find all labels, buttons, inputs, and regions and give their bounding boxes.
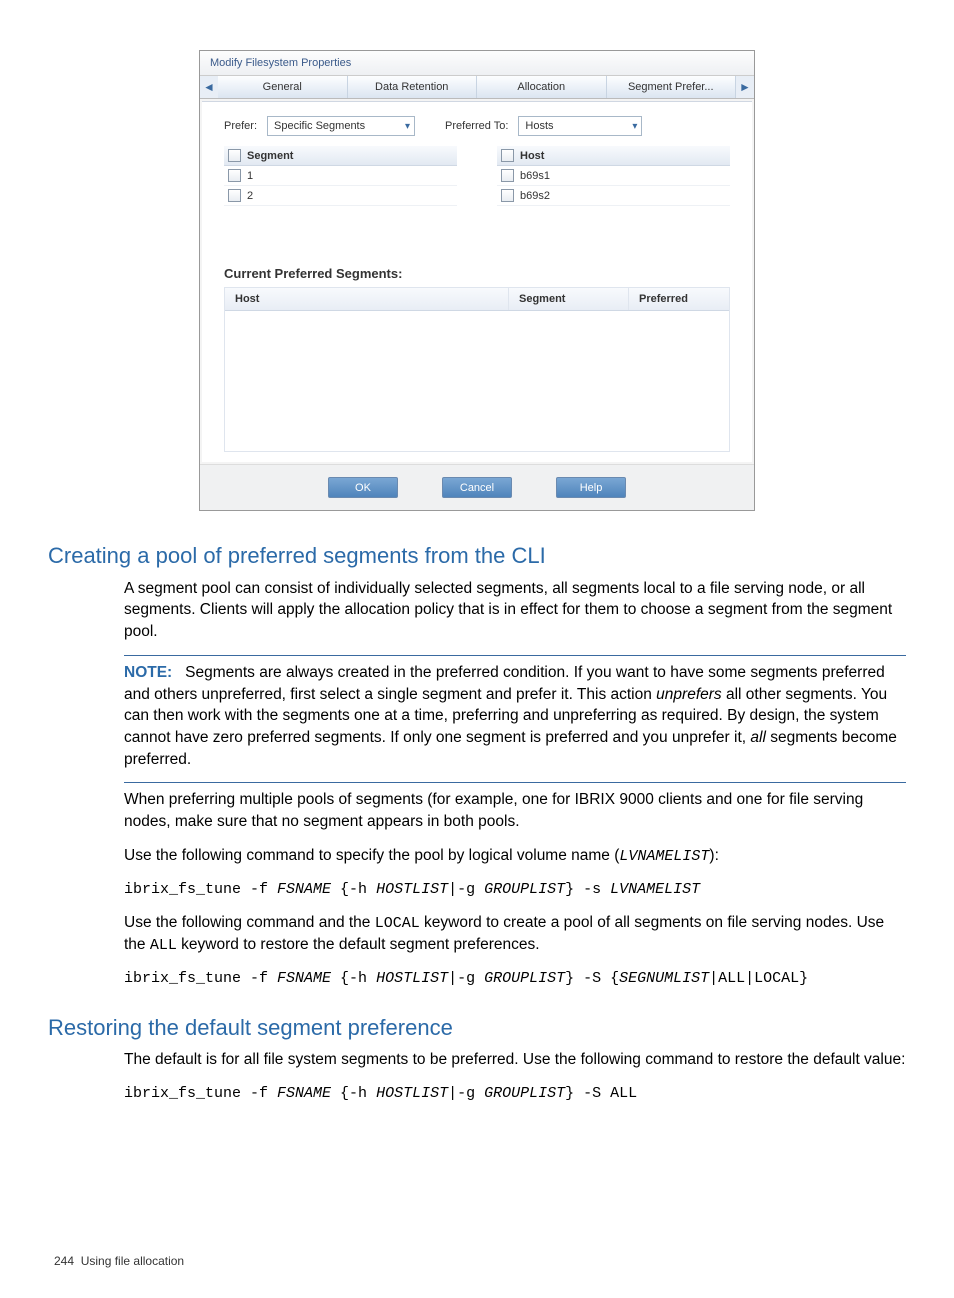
note-italic: all	[750, 729, 766, 746]
chapter-title: Using file allocation	[81, 1254, 184, 1268]
note-label: NOTE:	[124, 664, 172, 681]
preferred-to-label: Preferred To:	[445, 120, 508, 132]
host-1-checkbox[interactable]	[501, 169, 514, 182]
tab-allocation[interactable]: Allocation	[477, 76, 607, 98]
divider	[124, 655, 906, 656]
segment-2-checkbox[interactable]	[228, 189, 241, 202]
dialog-body: Prefer: Specific Segments ▾ Preferred To…	[202, 101, 752, 462]
note-italic: unprefers	[656, 686, 721, 703]
tab-general[interactable]: General	[218, 76, 348, 98]
command-line: ibrix_fs_tune -f FSNAME {-h HOSTLIST|-g …	[124, 1083, 906, 1104]
paragraph: A segment pool can consist of individual…	[124, 578, 906, 643]
tab-segment-prefer[interactable]: Segment Prefer...	[607, 76, 737, 98]
ok-button[interactable]: OK	[328, 477, 398, 498]
paragraph: Use the following command to specify the…	[124, 845, 906, 867]
segment-header-label: Segment	[247, 150, 293, 162]
host-header-checkbox[interactable]	[501, 149, 514, 162]
cps-col-preferred: Preferred	[629, 288, 729, 310]
dialog-footer: OK Cancel Help	[200, 464, 754, 510]
divider	[124, 782, 906, 783]
help-button[interactable]: Help	[556, 477, 626, 498]
prefer-label: Prefer:	[224, 120, 257, 132]
command-line: ibrix_fs_tune -f FSNAME {-h HOSTLIST|-g …	[124, 879, 906, 900]
current-preferred-segments-title: Current Preferred Segments:	[224, 266, 730, 281]
segment-row-label: 1	[247, 170, 253, 182]
modify-filesystem-dialog: Modify Filesystem Properties ◄ General D…	[199, 50, 755, 511]
cps-col-segment: Segment	[509, 288, 629, 310]
cancel-button[interactable]: Cancel	[442, 477, 512, 498]
cps-col-host: Host	[225, 288, 509, 310]
paragraph: Use the following command and the LOCAL …	[124, 912, 906, 956]
list-item[interactable]: 2	[224, 186, 457, 206]
host-row-label: b69s2	[520, 190, 550, 202]
paragraph: When preferring multiple pools of segmen…	[124, 789, 906, 832]
tab-data-retention[interactable]: Data Retention	[348, 76, 478, 98]
command-line: ibrix_fs_tune -f FSNAME {-h HOSTLIST|-g …	[124, 968, 906, 989]
host-row-label: b69s1	[520, 170, 550, 182]
host-2-checkbox[interactable]	[501, 189, 514, 202]
segment-1-checkbox[interactable]	[228, 169, 241, 182]
segment-header-checkbox[interactable]	[228, 149, 241, 162]
paragraph: The default is for all file system segme…	[124, 1049, 906, 1071]
page-footer: 244 Using file allocation	[48, 1254, 906, 1268]
tab-prev-button[interactable]: ◄	[200, 76, 218, 98]
list-item[interactable]: b69s1	[497, 166, 730, 186]
preferred-to-dropdown-value: Hosts	[525, 120, 553, 132]
segment-row-label: 2	[247, 190, 253, 202]
prefer-dropdown-value: Specific Segments	[274, 120, 365, 132]
arrow-right-icon: ►	[739, 80, 751, 94]
heading-restoring-default: Restoring the default segment preference	[48, 1013, 906, 1044]
list-item[interactable]: b69s2	[497, 186, 730, 206]
chevron-down-icon: ▾	[405, 121, 410, 132]
prefer-dropdown[interactable]: Specific Segments ▾	[267, 116, 415, 136]
segment-list: Segment 1 2	[224, 146, 457, 206]
tab-strip: ◄ General Data Retention Allocation Segm…	[200, 76, 754, 99]
document-body: Creating a pool of preferred segments fr…	[48, 541, 906, 1104]
note-block: NOTE: Segments are always created in the…	[124, 662, 906, 770]
preferred-to-dropdown[interactable]: Hosts ▾	[518, 116, 642, 136]
tab-next-button[interactable]: ►	[736, 76, 754, 98]
arrow-left-icon: ◄	[203, 80, 215, 94]
chevron-down-icon: ▾	[632, 121, 637, 132]
current-preferred-segments-table: Host Segment Preferred	[224, 287, 730, 452]
list-item[interactable]: 1	[224, 166, 457, 186]
host-list: Host b69s1 b69s2	[497, 146, 730, 206]
dialog-title: Modify Filesystem Properties	[200, 51, 754, 76]
heading-creating-pool: Creating a pool of preferred segments fr…	[48, 541, 906, 572]
host-header-label: Host	[520, 150, 544, 162]
page-number: 244	[54, 1254, 74, 1268]
